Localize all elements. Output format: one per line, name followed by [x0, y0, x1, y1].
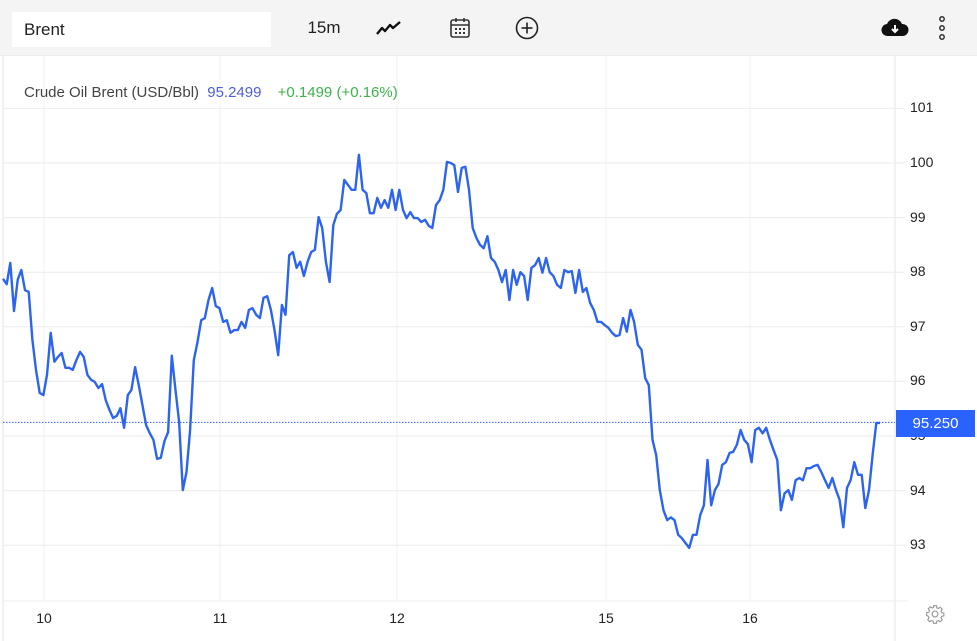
cloud-download-icon[interactable]	[879, 14, 911, 42]
line-chart-icon[interactable]	[372, 14, 406, 42]
add-circle-icon[interactable]	[512, 14, 542, 42]
x-tick-label: 16	[742, 610, 758, 626]
y-tick-label: 97	[910, 317, 926, 334]
x-tick-label: 11	[212, 610, 228, 626]
interval-button[interactable]: 15m	[307, 18, 341, 37]
y-tick-label: 93	[910, 536, 926, 553]
last-price-tag: 95.250	[896, 410, 975, 437]
price-series-line	[2, 153, 880, 550]
gear-icon[interactable]	[925, 604, 945, 624]
legend-price: 95.2499	[207, 84, 262, 101]
y-tick-label: 96	[910, 372, 926, 389]
chart-legend: Crude Oil Brent (USD/Bbl) 95.2499 +0.149…	[24, 84, 398, 101]
x-tick-label: 15	[598, 610, 614, 626]
legend-symbol-name: Crude Oil Brent (USD/Bbl)	[24, 84, 200, 101]
x-tick-label: 10	[36, 610, 52, 626]
y-tick-label: 94	[910, 481, 926, 498]
calendar-icon[interactable]	[444, 14, 476, 42]
symbol-search-input[interactable]	[12, 12, 271, 47]
x-tick-label: 12	[389, 610, 405, 626]
more-vertical-icon[interactable]	[932, 14, 952, 42]
y-tick-label: 99	[910, 208, 926, 225]
y-tick-label: 98	[910, 263, 926, 280]
y-tick-label: 101	[910, 99, 934, 116]
legend-change: +0.1499 (+0.16%)	[277, 84, 398, 101]
y-tick-label: 100	[910, 154, 934, 170]
toolbar: 15m	[0, 0, 977, 56]
